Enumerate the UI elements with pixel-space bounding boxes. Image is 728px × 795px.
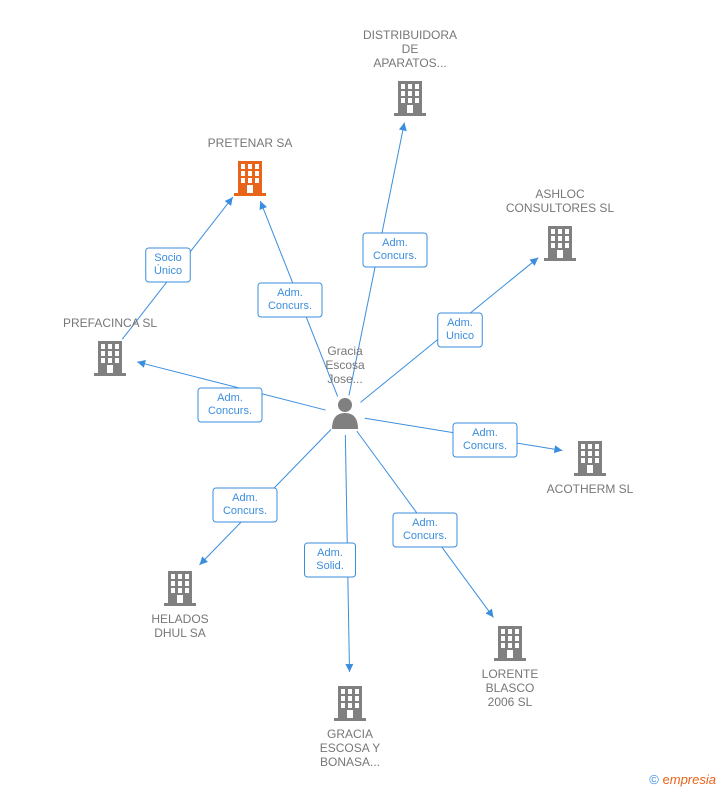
edge-label: Adm.Concurs. [198,388,262,422]
copyright-symbol: © [649,772,659,787]
edge-arrow [485,609,493,618]
edge-label: Adm.Concurs. [453,423,517,457]
svg-text:Concurs.: Concurs. [268,300,312,312]
building-icon-prefacinca [94,341,126,376]
svg-text:Concurs.: Concurs. [463,440,507,452]
building-icon-graciaescosa [334,686,366,721]
svg-text:Adm.: Adm. [412,517,438,529]
svg-text:Único: Único [154,264,182,277]
edge-label: Adm.Concurs. [258,283,322,317]
node-label: LORENTE [482,667,539,681]
building-icon-ashloc [544,226,576,261]
node-label: DHUL SA [154,626,206,640]
edge-label: SocioÚnico [146,248,191,282]
node-label: DISTRIBUIDORA [363,28,457,42]
node-label: ASHLOC [535,187,585,201]
node-label: BONASA... [320,755,380,769]
node-label: BLASCO [486,681,535,695]
node-label: HELADOS [151,612,208,626]
center-label: Jose... [327,372,362,386]
svg-text:Adm.: Adm. [472,427,498,439]
node-label: PREFACINCA SL [63,316,157,330]
building-icon-helados [164,571,196,606]
building-icon-pretenar [234,161,266,196]
node-label: 2006 SL [488,695,533,709]
center-label: Gracia [327,344,363,358]
building-icon-lorente [494,626,526,661]
svg-text:Solid.: Solid. [316,560,344,572]
svg-text:Concurs.: Concurs. [223,505,267,517]
edge-arrow [225,197,233,206]
edge-arrow [554,445,563,453]
edge-arrow [137,360,146,368]
edge-arrow [399,122,407,131]
node-label: CONSULTORES SL [506,201,615,215]
svg-text:Adm.: Adm. [217,392,243,404]
footer: © empresia [649,772,716,787]
center-label: Escosa [325,358,365,372]
edge-arrow [530,258,539,266]
node-label: ESCOSA Y [320,741,380,755]
edge-label: Adm.Solid. [305,543,356,577]
edge-arrow [345,664,353,672]
edge-label: Adm.Concurs. [393,513,457,547]
svg-text:Adm.: Adm. [382,237,408,249]
edge-label: Adm.Concurs. [363,233,427,267]
svg-text:Socio: Socio [154,252,182,264]
svg-text:Concurs.: Concurs. [403,530,447,542]
svg-text:Concurs.: Concurs. [208,405,252,417]
person-icon [332,398,358,429]
network-diagram: Adm.Concurs.Adm.Concurs.Adm.UnicoAdm.Con… [0,0,728,795]
edge-label: Adm.Unico [438,313,483,347]
building-icon-distribuidora [394,81,426,116]
node-label: GRACIA [327,727,373,741]
node-label: APARATOS... [373,56,446,70]
svg-text:Adm.: Adm. [317,547,343,559]
node-label: PRETENAR SA [208,136,293,150]
node-label: DE [402,42,419,56]
edge-label: Adm.Concurs. [213,488,277,522]
svg-text:Adm.: Adm. [447,317,473,329]
brand-name: empresia [663,772,716,787]
building-icon-acotherm [574,441,606,476]
svg-text:Unico: Unico [446,330,474,342]
svg-text:Adm.: Adm. [277,287,303,299]
node-label: ACOTHERM SL [547,482,634,496]
svg-text:Adm.: Adm. [232,492,258,504]
svg-text:Concurs.: Concurs. [373,250,417,262]
